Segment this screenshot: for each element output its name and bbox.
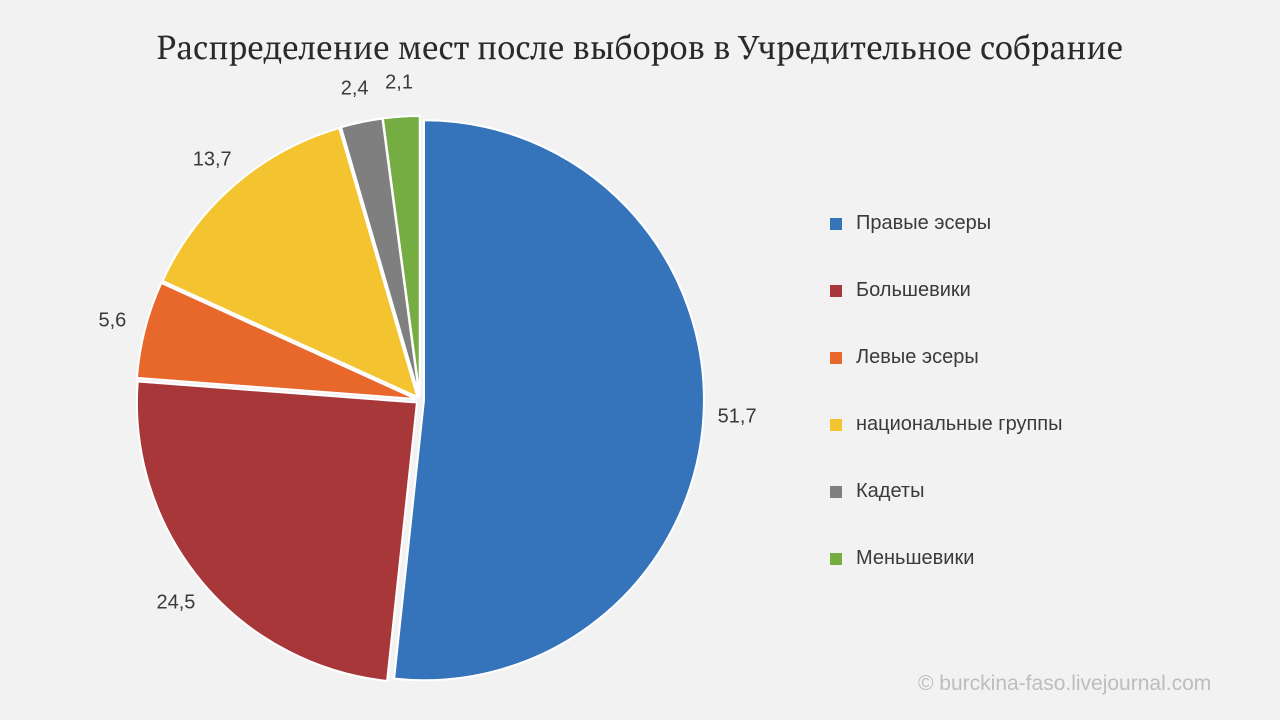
legend-label: Правые эсеры [856,212,991,235]
pie-slice-label: 51,7 [718,405,757,428]
legend-swatch [830,486,842,498]
legend-label: Кадеты [856,480,924,503]
legend-label: Меньшевики [856,547,974,570]
legend-item: Меньшевики [830,547,1063,570]
legend: Правые эсеры Большевики Левые эсеры национа… [830,212,1063,570]
legend-item: Кадеты [830,480,1063,503]
legend-item: Левые эсеры [830,346,1063,369]
legend-swatch [830,553,842,565]
pie-slice-label: 24,5 [156,592,195,615]
pie-chart [126,106,714,694]
legend-swatch [830,419,842,431]
pie-slice [137,381,417,680]
watermark: © burckina-faso.livejournal.com [918,672,1211,696]
pie-slice-label: 13,7 [193,148,232,171]
pie-slice [394,120,704,680]
pie-slice-label: 2,4 [341,78,369,101]
legend-item: Правые эсеры [830,212,1063,235]
legend-label: Левые эсеры [856,346,979,369]
legend-item: Большевики [830,279,1063,302]
legend-item: национальные группы [830,413,1063,436]
chart-title: Распределение мест после выборов в Учред… [0,26,1280,69]
legend-swatch [830,352,842,364]
legend-swatch [830,285,842,297]
pie-slice-label: 2,1 [385,72,413,95]
legend-swatch [830,218,842,230]
pie-slice-label: 5,6 [98,310,126,333]
legend-label: национальные группы [856,413,1063,436]
legend-label: Большевики [856,279,971,302]
chart-canvas: Распределение мест после выборов в Учред… [0,0,1280,720]
